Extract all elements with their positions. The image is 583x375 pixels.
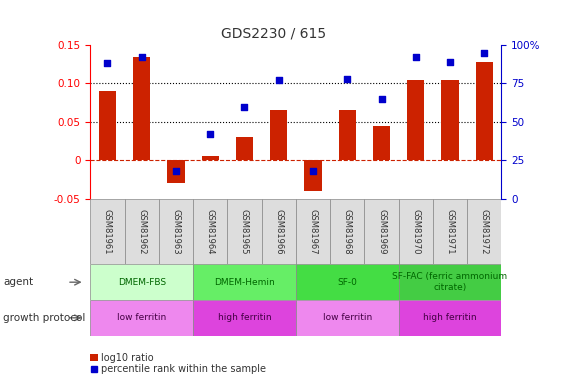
Bar [90,199,125,264]
Bar [193,300,296,336]
Text: SF-FAC (ferric ammonium
citrate): SF-FAC (ferric ammonium citrate) [392,273,508,292]
Text: GSM81969: GSM81969 [377,209,386,254]
Bar [399,300,501,336]
Bar [99,91,116,160]
Text: high ferritin: high ferritin [217,314,271,322]
Bar [167,160,185,183]
Bar [193,199,227,264]
Bar [304,160,322,191]
Bar [441,80,459,160]
Point [411,54,420,60]
Text: GSM81961: GSM81961 [103,209,112,254]
Point [206,131,215,137]
Text: GSM81972: GSM81972 [480,209,489,254]
Text: GSM81963: GSM81963 [171,209,181,254]
Text: log10 ratio: log10 ratio [101,353,153,363]
Bar [236,137,253,160]
Text: GDS2230 / 615: GDS2230 / 615 [222,26,326,40]
Bar [296,199,330,264]
Point [103,60,112,66]
Bar [399,199,433,264]
Bar [476,62,493,160]
Point [171,168,181,174]
Bar [133,57,150,160]
Bar [202,156,219,160]
Bar [364,199,399,264]
Text: DMEM-Hemin: DMEM-Hemin [214,278,275,286]
Text: low ferritin: low ferritin [322,314,372,322]
Text: low ferritin: low ferritin [117,314,166,322]
Bar [373,126,390,160]
Bar [407,80,424,160]
Text: GSM81966: GSM81966 [274,209,283,254]
Point [274,77,283,83]
Point [343,76,352,82]
Bar [296,264,399,300]
Text: GSM81968: GSM81968 [343,209,352,254]
Bar [90,264,193,300]
Bar [270,110,287,160]
Text: high ferritin: high ferritin [423,314,477,322]
Text: DMEM-FBS: DMEM-FBS [118,278,166,286]
Bar [296,300,399,336]
Bar [125,199,159,264]
Bar [227,199,262,264]
Text: GSM81965: GSM81965 [240,209,249,254]
Bar [467,199,501,264]
Bar [399,264,501,300]
Text: SF-0: SF-0 [338,278,357,286]
Point [308,168,318,174]
Text: GSM81967: GSM81967 [308,209,318,254]
Text: growth protocol: growth protocol [3,313,85,323]
Point [377,96,386,102]
Bar [433,199,467,264]
Text: GSM81962: GSM81962 [137,209,146,254]
Point [445,59,455,65]
Text: GSM81964: GSM81964 [206,209,215,254]
Point [240,104,249,110]
Bar [159,199,193,264]
Bar [90,300,193,336]
Bar [262,199,296,264]
Point [480,50,489,56]
Text: percentile rank within the sample: percentile rank within the sample [101,364,266,374]
Text: GSM81971: GSM81971 [445,209,455,254]
Bar [330,199,364,264]
Text: agent: agent [3,277,33,287]
Bar [339,110,356,160]
Point [137,54,146,60]
Text: GSM81970: GSM81970 [411,209,420,254]
Bar [193,264,296,300]
